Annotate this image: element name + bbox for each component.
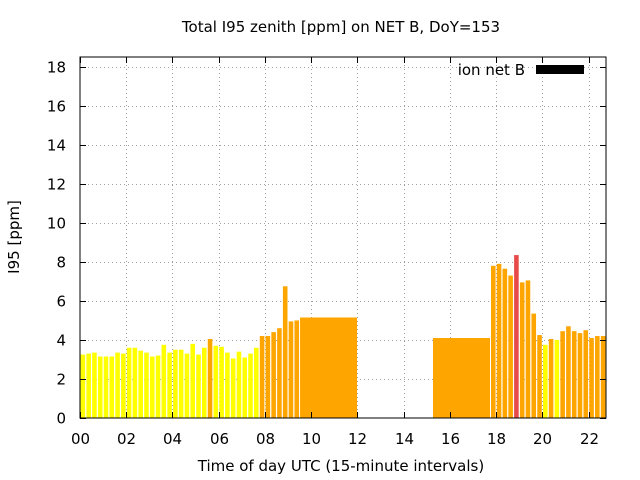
bar bbox=[560, 331, 565, 418]
bar bbox=[508, 275, 513, 418]
bar bbox=[213, 345, 219, 418]
ticks bbox=[80, 57, 606, 419]
bar bbox=[554, 339, 560, 418]
bar bbox=[265, 336, 271, 418]
bar bbox=[583, 330, 589, 418]
bar bbox=[132, 347, 138, 418]
x-tick-label: 12 bbox=[348, 430, 367, 448]
bar bbox=[282, 286, 288, 418]
bar bbox=[236, 351, 242, 418]
bar bbox=[161, 344, 167, 418]
bar bbox=[184, 353, 190, 418]
bar bbox=[589, 337, 594, 418]
bar bbox=[577, 333, 583, 418]
y-tick-label: 18 bbox=[47, 59, 66, 77]
bar bbox=[121, 353, 126, 418]
bar bbox=[271, 332, 276, 418]
bar bbox=[519, 282, 525, 418]
x-tick-label: 16 bbox=[441, 430, 460, 448]
bar bbox=[294, 320, 300, 418]
bar bbox=[490, 265, 496, 418]
bar bbox=[109, 356, 115, 418]
bar bbox=[531, 313, 537, 418]
bar bbox=[190, 343, 196, 418]
y-tick-label: 12 bbox=[47, 176, 66, 194]
y-tick-label: 6 bbox=[56, 293, 66, 311]
x-tick-label: 00 bbox=[71, 430, 90, 448]
legend: ion net B bbox=[458, 61, 584, 79]
y-axis-label: I95 [ppm] bbox=[5, 200, 23, 274]
bar bbox=[248, 353, 253, 418]
bar bbox=[537, 335, 542, 418]
bar bbox=[178, 349, 184, 418]
bar bbox=[566, 326, 571, 418]
bar bbox=[595, 336, 600, 418]
bar bbox=[149, 356, 155, 418]
bar bbox=[86, 353, 91, 418]
bar bbox=[196, 354, 201, 418]
chart-title: Total I95 zenith [ppm] on NET B, DoY=153 bbox=[181, 18, 500, 36]
y-tick-label: 10 bbox=[47, 215, 66, 233]
bar bbox=[230, 358, 236, 418]
bar bbox=[173, 349, 178, 418]
bar bbox=[548, 338, 554, 418]
bar bbox=[254, 347, 259, 418]
y-tick-label: 8 bbox=[56, 254, 66, 272]
x-tick-label: 22 bbox=[580, 430, 599, 448]
x-tick-label: 14 bbox=[395, 430, 414, 448]
x-tick-label: 18 bbox=[487, 430, 506, 448]
bar bbox=[103, 356, 109, 418]
x-tick-label: 06 bbox=[210, 430, 229, 448]
bar bbox=[259, 336, 265, 418]
bar bbox=[97, 356, 103, 418]
bar bbox=[600, 336, 606, 418]
bar bbox=[277, 328, 282, 418]
plot-frame bbox=[79, 56, 607, 419]
x-tick-label: 08 bbox=[256, 430, 275, 448]
bar bbox=[167, 352, 172, 418]
bars bbox=[80, 255, 606, 418]
grid bbox=[80, 57, 606, 418]
bar bbox=[138, 350, 143, 418]
x-tick-label: 04 bbox=[163, 430, 182, 448]
bar bbox=[543, 344, 548, 418]
bar bbox=[432, 337, 490, 418]
y-tick-label: 0 bbox=[56, 410, 66, 428]
bar bbox=[92, 352, 97, 418]
y-tick-label: 4 bbox=[56, 332, 66, 350]
y-tick-labels: 0 2 4 6 8 10 12 14 16 18 bbox=[47, 59, 66, 428]
legend-swatch bbox=[536, 65, 584, 74]
bar bbox=[80, 354, 86, 418]
bar bbox=[115, 352, 120, 418]
y-tick-label: 14 bbox=[47, 137, 66, 155]
bar bbox=[201, 347, 207, 418]
bar bbox=[525, 280, 531, 418]
bar bbox=[571, 331, 577, 418]
bar bbox=[144, 352, 149, 418]
bar bbox=[225, 352, 230, 418]
bar bbox=[219, 346, 224, 418]
bar bbox=[300, 317, 358, 418]
bar bbox=[502, 268, 508, 418]
bar bbox=[514, 255, 519, 418]
legend-label: ion net B bbox=[458, 61, 525, 79]
bar bbox=[496, 263, 502, 418]
bar bbox=[155, 355, 161, 418]
x-tick-label: 20 bbox=[533, 430, 552, 448]
x-tick-label: 10 bbox=[302, 430, 321, 448]
bar bbox=[242, 357, 248, 418]
x-tick-label: 02 bbox=[117, 430, 136, 448]
bar bbox=[288, 321, 294, 418]
y-tick-label: 16 bbox=[47, 98, 66, 116]
x-tick-labels: 00 02 04 06 08 10 12 14 16 18 20 22 bbox=[71, 430, 599, 448]
y-tick-label: 2 bbox=[56, 371, 66, 389]
bar bbox=[126, 347, 132, 418]
bar bbox=[207, 338, 213, 418]
x-axis-label: Time of day UTC (15-minute intervals) bbox=[197, 457, 484, 475]
